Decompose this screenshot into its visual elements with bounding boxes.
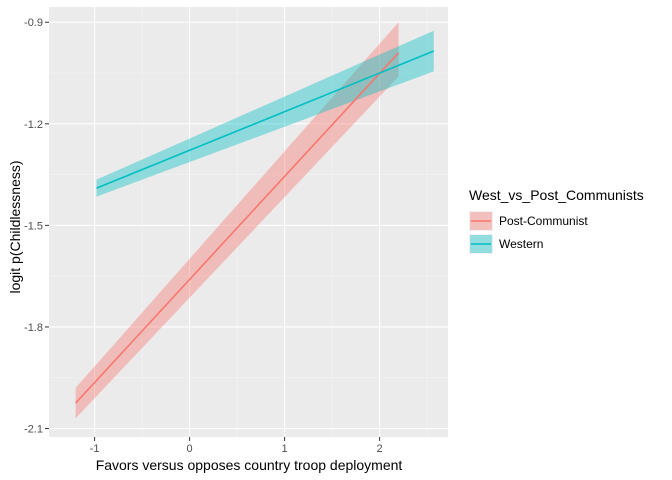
minor-gridlines	[49, 7, 448, 437]
x-tick-label: -1	[90, 443, 100, 455]
x-axis-ticks: -1 0 1 2	[90, 437, 383, 455]
legend: West_vs_Post_Communists Post-Communist We…	[469, 187, 644, 254]
y-tick-label: -2.1	[24, 424, 43, 436]
y-tick-label: -1.5	[24, 220, 43, 232]
plot-panel	[49, 7, 448, 437]
line-western	[96, 50, 435, 189]
y-tick-label: -1.2	[24, 119, 43, 131]
ribbon-post-communist	[75, 22, 399, 419]
y-tick-label: -1.8	[24, 322, 43, 334]
x-tick-label: 0	[187, 443, 193, 455]
confidence-ribbons	[75, 22, 434, 419]
legend-label-post-communist: Post-Communist	[499, 214, 588, 228]
x-tick-label: 1	[282, 443, 288, 455]
major-gridlines	[49, 7, 448, 437]
ribbon-western	[96, 30, 434, 197]
y-tick-label: -0.9	[24, 17, 43, 29]
x-axis-title: Favors versus opposes country troop depl…	[96, 457, 403, 473]
y-axis-ticks: -2.1 -1.8 -1.5 -1.2 -0.9	[24, 17, 49, 436]
y-axis-title: logit p(Childlessness)	[7, 160, 23, 293]
x-tick-label: 2	[377, 443, 383, 455]
legend-title: West_vs_Post_Communists	[469, 187, 644, 203]
series-lines	[75, 50, 435, 404]
line-post-communist	[75, 52, 400, 404]
legend-label-western: Western	[499, 237, 543, 251]
